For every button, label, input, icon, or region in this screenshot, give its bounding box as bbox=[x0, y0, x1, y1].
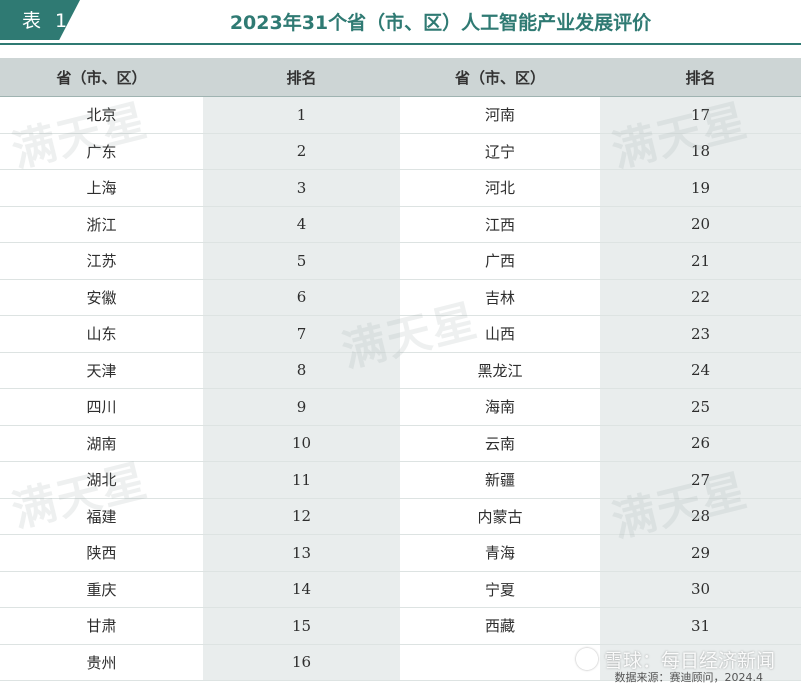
table-row: 浙江 4 江西 20 bbox=[0, 206, 801, 243]
province-name-cell: 四川 bbox=[0, 388, 203, 426]
table-title: 2023年31个省（市、区）人工智能产业发展评价 bbox=[229, 12, 652, 34]
column-header-province-right: 省（市、区） bbox=[400, 58, 600, 97]
province-name-cell: 黑龙江 bbox=[400, 352, 600, 389]
rank-cell: 11 bbox=[203, 461, 400, 499]
rank-cell bbox=[600, 644, 801, 681]
rank-cell: 22 bbox=[600, 279, 801, 316]
rank-cell: 13 bbox=[203, 534, 400, 572]
rank-cell: 16 bbox=[203, 644, 400, 681]
province-name-cell: 新疆 bbox=[400, 461, 600, 499]
header-divider bbox=[0, 43, 801, 45]
rank-cell: 5 bbox=[203, 242, 400, 280]
province-name-cell: 青海 bbox=[400, 534, 600, 572]
table-row: 广东 2 辽宁 18 bbox=[0, 133, 801, 170]
rank-cell: 24 bbox=[600, 352, 801, 389]
province-name-cell: 山西 bbox=[400, 315, 600, 353]
rank-cell: 2 bbox=[203, 133, 400, 170]
platform-brand-label: 雪球：每日经济新闻 bbox=[603, 650, 775, 672]
rank-cell: 10 bbox=[203, 425, 400, 462]
table-row: 天津 8 黑龙江 24 bbox=[0, 352, 801, 389]
rank-cell: 1 bbox=[203, 96, 400, 134]
province-name-cell: 宁夏 bbox=[400, 571, 600, 608]
rank-cell: 30 bbox=[600, 571, 801, 608]
table-row: 安徽 6 吉林 22 bbox=[0, 279, 801, 316]
column-header-rank-left: 排名 bbox=[203, 58, 400, 97]
province-name-cell: 贵州 bbox=[0, 644, 203, 681]
rank-cell: 12 bbox=[203, 498, 400, 535]
rank-cell: 7 bbox=[203, 315, 400, 353]
table-row: 山东 7 山西 23 bbox=[0, 315, 801, 353]
rank-cell: 21 bbox=[600, 242, 801, 280]
table-number-label: 表 1 bbox=[22, 10, 72, 32]
table-header: 表 1 2023年31个省（市、区）人工智能产业发展评价 bbox=[0, 0, 801, 44]
table-row: 北京 1 河南 17 bbox=[0, 96, 801, 134]
province-name-cell: 湖北 bbox=[0, 461, 203, 499]
province-name-cell: 陕西 bbox=[0, 534, 203, 572]
province-name-cell: 广西 bbox=[400, 242, 600, 280]
rank-cell: 18 bbox=[600, 133, 801, 170]
table-row: 上海 3 河北 19 bbox=[0, 169, 801, 207]
platform-brand: 雪球：每日经济新闻 bbox=[575, 646, 775, 673]
rank-cell: 19 bbox=[600, 169, 801, 207]
rank-cell: 20 bbox=[600, 206, 801, 243]
table-header-row: 省（市、区） 排名 省（市、区） 排名 bbox=[0, 58, 801, 97]
province-name-cell: 福建 bbox=[0, 498, 203, 535]
rank-cell: 14 bbox=[203, 571, 400, 608]
rank-cell: 23 bbox=[600, 315, 801, 353]
province-name-cell: 广东 bbox=[0, 133, 203, 170]
province-name-cell: 西藏 bbox=[400, 607, 600, 645]
rank-cell: 27 bbox=[600, 461, 801, 499]
province-name-cell: 云南 bbox=[400, 425, 600, 462]
ranking-table: 省（市、区） 排名 省（市、区） 排名 北京 1 河南 17 广东 2 辽宁 18 上海 3 河北 1… bbox=[0, 58, 801, 681]
province-name-cell: 北京 bbox=[0, 96, 203, 134]
rank-cell: 31 bbox=[600, 607, 801, 645]
province-name-cell: 海南 bbox=[400, 388, 600, 426]
province-name-cell: 安徽 bbox=[0, 279, 203, 316]
table-row: 福建 12 内蒙古 28 bbox=[0, 498, 801, 535]
province-name-cell: 内蒙古 bbox=[400, 498, 600, 535]
data-source-note: 数据来源：赛迪顾问，2024.4 bbox=[614, 671, 764, 684]
rank-cell: 6 bbox=[203, 279, 400, 316]
snowball-logo-icon bbox=[575, 648, 598, 670]
rank-cell: 25 bbox=[600, 388, 801, 426]
province-name-cell: 吉林 bbox=[400, 279, 600, 316]
table-row: 贵州 16 bbox=[0, 644, 801, 681]
province-name-cell: 重庆 bbox=[0, 571, 203, 608]
province-name-cell bbox=[400, 644, 600, 681]
table-row: 陕西 13 青海 29 bbox=[0, 534, 801, 572]
province-name-cell: 上海 bbox=[0, 169, 203, 207]
table-row: 四川 9 海南 25 bbox=[0, 388, 801, 426]
rank-cell: 15 bbox=[203, 607, 400, 645]
rank-cell: 3 bbox=[203, 169, 400, 207]
table-row: 甘肃 15 西藏 31 bbox=[0, 607, 801, 645]
province-name-cell: 江西 bbox=[400, 206, 600, 243]
province-name-cell: 天津 bbox=[0, 352, 203, 389]
province-name-cell: 辽宁 bbox=[400, 133, 600, 170]
province-name-cell: 河北 bbox=[400, 169, 600, 207]
table-number-tag: 表 1 bbox=[0, 0, 80, 40]
column-header-rank-right: 排名 bbox=[600, 58, 801, 97]
column-header-province-left: 省（市、区） bbox=[0, 58, 203, 97]
province-name-cell: 山东 bbox=[0, 315, 203, 353]
table-row: 湖南 10 云南 26 bbox=[0, 425, 801, 462]
province-name-cell: 湖南 bbox=[0, 425, 203, 462]
rank-cell: 28 bbox=[600, 498, 801, 535]
rank-cell: 4 bbox=[203, 206, 400, 243]
province-name-cell: 浙江 bbox=[0, 206, 203, 243]
rank-cell: 9 bbox=[203, 388, 400, 426]
rank-cell: 29 bbox=[600, 534, 801, 572]
rank-cell: 17 bbox=[600, 96, 801, 134]
table-row: 重庆 14 宁夏 30 bbox=[0, 571, 801, 608]
table-row: 江苏 5 广西 21 bbox=[0, 242, 801, 280]
province-name-cell: 江苏 bbox=[0, 242, 203, 280]
table-row: 湖北 11 新疆 27 bbox=[0, 461, 801, 499]
province-name-cell: 河南 bbox=[400, 96, 600, 134]
province-name-cell: 甘肃 bbox=[0, 607, 203, 645]
rank-cell: 8 bbox=[203, 352, 400, 389]
rank-cell: 26 bbox=[600, 425, 801, 462]
